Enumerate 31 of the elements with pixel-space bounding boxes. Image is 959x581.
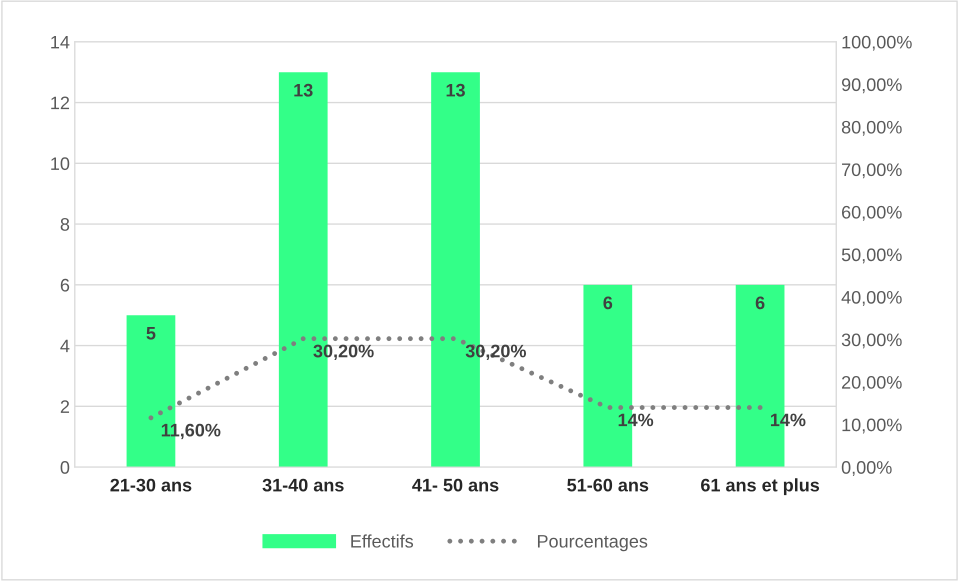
- y-tick-label: 10: [51, 157, 70, 170]
- data-label: 6: [603, 296, 612, 310]
- y2-tick-label: 20,00%: [842, 376, 902, 391]
- x-tick-label: 41- 50 ans: [412, 478, 498, 492]
- y2-tick-label: 50,00%: [842, 248, 902, 264]
- y2-tick-label: 30,00%: [842, 333, 902, 348]
- data-label: 6: [756, 296, 764, 310]
- data-label: 13: [446, 84, 465, 97]
- y-tick-label: 14: [51, 36, 70, 48]
- y2-tick-label: 60,00%: [842, 206, 902, 221]
- y2-tick-label: 70,00%: [842, 163, 902, 178]
- y2-tick-label: 10,00%: [842, 418, 902, 434]
- x-tick-label: 51-60 ans: [567, 478, 648, 492]
- x-tick-label: 31-40 ans: [262, 478, 344, 492]
- y-tick-label: 12: [51, 96, 70, 110]
- y2-tick-label: 80,00%: [842, 120, 902, 136]
- x-tick-label: 21-30 ans: [110, 478, 192, 492]
- x-tick-label: 61 ans et plus: [701, 478, 820, 496]
- y2-tick-label: 0,00%: [842, 461, 892, 476]
- data-label: 13: [294, 84, 313, 97]
- y-tick-label: 4: [60, 340, 70, 352]
- legend-label: Effectifs: [351, 534, 414, 548]
- y-tick-label: 6: [60, 278, 70, 292]
- legend-label: Pourcentages: [538, 535, 648, 552]
- y2-tick-label: 90,00%: [842, 78, 902, 94]
- y-tick-label: 2: [60, 400, 70, 413]
- data-label: 5: [146, 327, 156, 340]
- y2-tick-label: 40,00%: [842, 290, 902, 306]
- y-tick-label: 8: [60, 218, 70, 231]
- y-tick-label: 0: [60, 461, 70, 474]
- y2-tick-label: 100,00%: [842, 36, 912, 51]
